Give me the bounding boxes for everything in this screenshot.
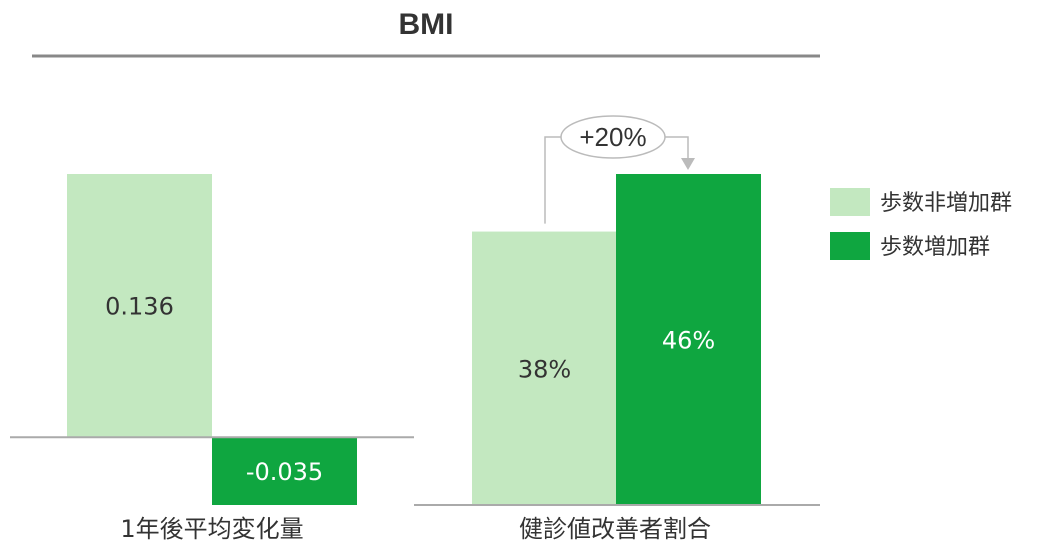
data-label-non-increase-improvement-rate: 38% bbox=[518, 355, 571, 383]
panel-avg-change: 0.136 -0.035 1年後平均変化量 bbox=[10, 174, 414, 543]
callout-annotation-text: +20% bbox=[579, 122, 646, 152]
bar-non-increase-improvement-rate bbox=[472, 231, 617, 505]
callout-arrowhead bbox=[681, 158, 695, 170]
bar-non-increase-avg-change bbox=[67, 174, 212, 438]
bar-increase-avg-change bbox=[212, 437, 357, 505]
callout-bubble bbox=[560, 115, 666, 159]
data-label-increase-improvement-rate: 46% bbox=[662, 327, 715, 355]
legend-label-increase: 歩数増加群 bbox=[880, 235, 990, 260]
legend-label-non-increase: 歩数非増加群 bbox=[880, 191, 1012, 216]
bar-increase-improvement-rate bbox=[616, 174, 761, 505]
data-label-increase-avg-change: -0.035 bbox=[246, 458, 323, 486]
category-label-avg-change: 1年後平均変化量 bbox=[120, 515, 303, 543]
category-label-improvement-rate: 健診値改善者割合 bbox=[519, 515, 711, 543]
legend-swatch-non-increase bbox=[830, 188, 870, 216]
data-label-non-increase-avg-change: 0.136 bbox=[105, 293, 174, 321]
legend: 歩数非増加群 歩数増加群 bbox=[830, 188, 1012, 260]
panel-improvement-rate: 38% 46% 健診値改善者割合 +20% bbox=[414, 115, 820, 543]
chart-title: BMI bbox=[399, 8, 454, 41]
legend-swatch-increase bbox=[830, 232, 870, 260]
